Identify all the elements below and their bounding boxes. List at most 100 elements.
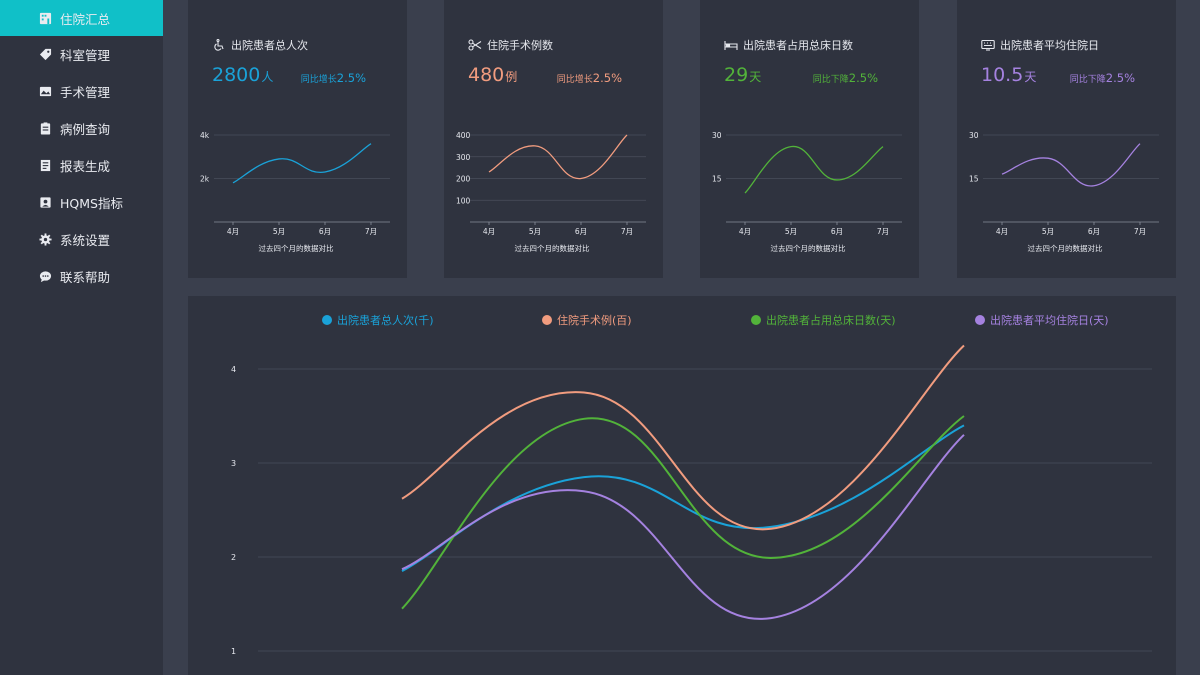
legend-dot [322, 315, 332, 325]
legend-item-discharged[interactable]: 出院患者总人次(千) [322, 312, 434, 328]
legend-label: 住院手术例(百) [557, 314, 632, 327]
portrait-icon [38, 196, 52, 210]
card-change-label: 同比增长 [556, 75, 593, 85]
series-line [488, 134, 628, 180]
card-change: 同比下降 2.5% [813, 71, 878, 85]
x-tick-label: 4月 [483, 227, 495, 236]
series-line [1001, 143, 1141, 187]
comparison-chart-panel: 1 2 3 4 出院患者总人次(千) 住院手术例(百) 出院患者占用总床日数(天) 出… [188, 296, 1176, 675]
card-change: 同比下降 2.5% [1070, 71, 1135, 85]
y-tick-label: 3 [231, 459, 236, 468]
y-tick-label: 100 [456, 196, 471, 205]
y-tick-label: 400 [456, 131, 471, 140]
sidebar-item-label: HQMS指标 [60, 196, 123, 211]
legend-dot [975, 315, 985, 325]
y-tick-label: 2 [231, 553, 236, 562]
clipboard-icon [38, 122, 52, 136]
x-tick-label: 7月 [621, 227, 633, 236]
report-icon [38, 159, 52, 173]
y-tick-label: 30 [969, 131, 979, 140]
kpi-card-avg-stay: 出院患者平均住院日 10.5 天 同比下降 2.5% 15 30 4月 5月 6月 7月 过去四… [957, 0, 1176, 278]
x-axis-label: 过去四个月的数据对比 [259, 243, 334, 253]
legend-item-surgeries[interactable]: 住院手术例(百) [542, 312, 632, 328]
sidebar-item-help[interactable]: 联系帮助 [0, 258, 163, 295]
card-value-unit: 人 [261, 70, 274, 84]
card-value-unit: 天 [749, 70, 762, 84]
x-axis-label: 过去四个月的数据对比 [771, 243, 846, 253]
y-tick-label: 300 [456, 153, 471, 162]
y-tick-label: 4 [231, 365, 236, 374]
y-tick-label: 1 [231, 647, 236, 656]
card-change: 同比增长 2.5% [301, 71, 366, 85]
kpi-card-bed-days: 出院患者占用总床日数 29 天 同比下降 2.5% 15 30 4月 5月 6月 7月 过去四个… [700, 0, 919, 278]
card-title: 出院患者总人次 [212, 37, 308, 53]
card-value: 2800 人 [212, 64, 273, 86]
card-value-number: 10.5 [981, 64, 1024, 86]
card-title: 住院手术例数 [468, 37, 553, 53]
legend-dot [542, 315, 552, 325]
legend-item-bed-days[interactable]: 出院患者占用总床日数(天) [751, 312, 896, 328]
x-tick-label: 5月 [529, 227, 541, 236]
series-line [401, 434, 965, 620]
card-change-label: 同比下降 [1069, 75, 1106, 85]
card-change-value: 2.5% [592, 71, 622, 85]
y-tick-label: 30 [712, 131, 722, 140]
card-value-number: 2800 [212, 64, 261, 86]
sidebar-item-hqms[interactable]: HQMS指标 [0, 184, 163, 221]
x-tick-label: 7月 [1134, 227, 1146, 236]
sidebar-item-label: 手术管理 [60, 85, 111, 100]
y-tick-label: 2k [200, 175, 210, 184]
scissors-icon [468, 39, 482, 51]
card-value: 29 天 [724, 64, 761, 86]
x-tick-label: 6月 [575, 227, 587, 236]
card-title: 出院患者平均住院日 [981, 37, 1099, 53]
sidebar-item-surgery[interactable]: 手术管理 [0, 73, 163, 110]
legend-item-avg-stay[interactable]: 出院患者平均住院日(天) [975, 312, 1109, 328]
series-line [401, 344, 965, 531]
card-title-text: 出院患者平均住院日 [1000, 39, 1099, 52]
comparison-line-chart: 1 2 3 4 [231, 344, 1152, 656]
sidebar-item-case-query[interactable]: 病例查询 [0, 110, 163, 147]
card-value-unit: 天 [1024, 70, 1037, 84]
legend-dot [751, 315, 761, 325]
series-line [401, 424, 965, 572]
card-change-value: 2.5% [336, 71, 366, 85]
sidebar-item-label: 科室管理 [60, 48, 111, 63]
legend-label: 出院患者占用总床日数(天) [766, 314, 896, 327]
x-tick-label: 5月 [1042, 227, 1054, 236]
x-tick-label: 7月 [877, 227, 889, 236]
keyboard-icon [981, 39, 995, 51]
sidebar-item-reports[interactable]: 报表生成 [0, 147, 163, 184]
legend-label: 出院患者总人次(千) [337, 314, 434, 327]
x-tick-label: 6月 [831, 227, 843, 236]
card-value-unit: 例 [505, 70, 518, 84]
wheelchair-icon [212, 39, 226, 51]
card-value: 10.5 天 [981, 64, 1036, 86]
sidebar-item-label: 病例查询 [60, 122, 111, 137]
x-tick-label: 5月 [273, 227, 285, 236]
kpi-card-surgeries: 住院手术例数 480 例 同比增长 2.5% 100 200 300 400 4月 5月 6月 7… [444, 0, 663, 278]
tag-icon [38, 48, 52, 62]
card-title: 出院患者占用总床日数 [724, 37, 853, 53]
sidebar-item-departments[interactable]: 科室管理 [0, 36, 163, 73]
sidebar-item-label: 住院汇总 [60, 11, 111, 27]
legend-label: 出院患者平均住院日(天) [990, 314, 1109, 327]
bed-icon [724, 39, 738, 51]
card-value: 480 例 [468, 64, 517, 86]
y-tick-label: 200 [456, 175, 471, 184]
card-title-text: 住院手术例数 [487, 39, 553, 52]
y-tick-label: 4k [200, 131, 210, 140]
card-change-label: 同比下降 [812, 75, 849, 85]
sidebar-item-inpatient-summary[interactable]: 住院汇总 [0, 0, 163, 36]
building-icon [38, 11, 52, 25]
x-axis-label: 过去四个月的数据对比 [515, 243, 590, 253]
sidebar-item-settings[interactable]: 系统设置 [0, 221, 163, 258]
card-change-value: 2.5% [848, 71, 878, 85]
x-axis-label: 过去四个月的数据对比 [1028, 243, 1103, 253]
card-change-value: 2.5% [1105, 71, 1135, 85]
kpi-card-discharged-patients: 出院患者总人次 2800 人 同比增长 2.5% 2k 4k 4月 5月 6月 7月 过去四个月… [188, 0, 407, 278]
x-tick-label: 4月 [739, 227, 751, 236]
sidebar-item-label: 系统设置 [60, 233, 111, 248]
